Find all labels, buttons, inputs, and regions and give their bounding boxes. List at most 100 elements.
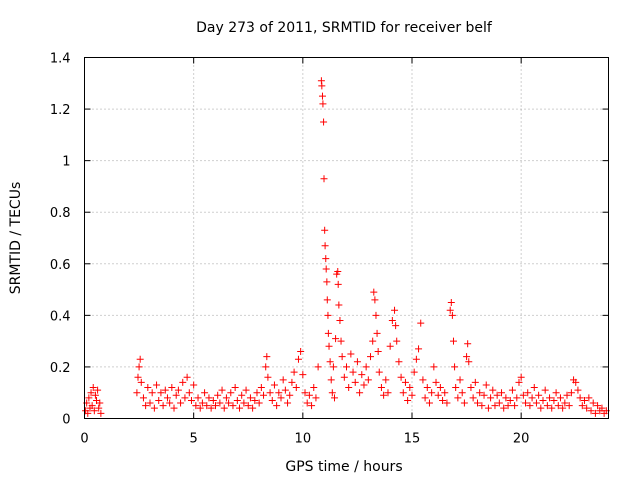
data-point <box>550 396 558 404</box>
data-point <box>552 389 560 397</box>
data-point <box>543 402 551 410</box>
data-point <box>153 381 161 389</box>
data-point <box>246 394 254 402</box>
data-point <box>362 363 370 371</box>
data-point <box>563 391 571 399</box>
data-point <box>460 399 468 407</box>
data-point <box>84 409 92 417</box>
data-point <box>583 404 591 412</box>
data-point <box>498 389 506 397</box>
y-tick-label: 1 <box>62 155 70 170</box>
grid <box>84 57 609 419</box>
data-point <box>266 389 274 397</box>
data-point <box>372 311 380 319</box>
data-point <box>539 396 547 404</box>
x-tick-labels: 0 5 10 15 20 <box>80 432 529 447</box>
data-point <box>439 396 447 404</box>
data-point <box>548 404 556 412</box>
data-point <box>425 399 433 407</box>
data-point <box>369 337 377 345</box>
data-point <box>334 268 342 276</box>
data-point <box>417 319 425 327</box>
x-tick-label: 20 <box>513 432 530 447</box>
data-point <box>196 404 204 412</box>
data-point <box>528 394 536 402</box>
data-point <box>412 355 420 363</box>
data-point <box>587 407 595 415</box>
data-point <box>253 389 261 397</box>
data-point <box>136 355 144 363</box>
data-point <box>421 394 429 402</box>
data-point <box>456 376 464 384</box>
data-point <box>392 322 400 330</box>
data-point <box>487 394 495 402</box>
data-point <box>85 394 93 402</box>
data-point <box>349 368 357 376</box>
data-point <box>273 402 281 410</box>
data-point <box>356 389 364 397</box>
data-point <box>312 394 320 402</box>
data-point <box>480 391 488 399</box>
ticks <box>84 57 609 419</box>
data-point <box>321 226 329 234</box>
data-point <box>137 378 145 386</box>
data-point <box>537 404 545 412</box>
data-point <box>201 389 209 397</box>
data-point <box>423 384 431 392</box>
data-point <box>561 399 569 407</box>
data-point <box>262 363 270 371</box>
data-point <box>430 363 438 371</box>
data-point <box>91 391 99 399</box>
data-point <box>218 386 226 394</box>
data-point <box>546 394 554 402</box>
data-point <box>393 337 401 345</box>
data-point <box>185 389 193 397</box>
data-point <box>88 402 96 410</box>
data-point <box>500 404 508 412</box>
data-point <box>260 391 268 399</box>
data-point <box>97 409 105 417</box>
data-point <box>318 82 326 90</box>
data-point <box>458 389 466 397</box>
data-point <box>406 384 414 392</box>
data-point <box>347 350 355 358</box>
data-point <box>240 399 248 407</box>
data-point <box>222 394 230 402</box>
data-point <box>506 396 514 404</box>
data-point <box>281 386 289 394</box>
data-point <box>484 404 492 412</box>
x-tick-label: 15 <box>404 432 421 447</box>
data-point <box>323 296 331 304</box>
data-point <box>386 342 394 350</box>
data-point <box>275 389 283 397</box>
data-point <box>324 329 332 337</box>
data-point <box>96 399 104 407</box>
data-point <box>382 376 390 384</box>
data-point <box>284 399 292 407</box>
data-point <box>340 373 348 381</box>
data-point <box>194 394 202 402</box>
data-point <box>436 384 444 392</box>
data-point <box>504 402 512 410</box>
y-tick-label: 0.2 <box>50 361 71 376</box>
data-point <box>345 384 353 392</box>
data-point <box>233 396 241 404</box>
data-point <box>177 399 185 407</box>
plot-frame <box>84 57 609 419</box>
data-point <box>482 381 490 389</box>
data-point <box>399 389 407 397</box>
data-point <box>491 402 499 410</box>
x-tick-label: 0 <box>80 432 88 447</box>
data-point <box>90 407 98 415</box>
data-point <box>374 347 382 355</box>
data-point <box>447 298 455 306</box>
data-point <box>415 345 423 353</box>
data-point <box>338 353 346 361</box>
data-point <box>515 378 523 386</box>
data-point <box>401 378 409 386</box>
data-point <box>279 376 287 384</box>
data-point <box>326 358 334 366</box>
data-point <box>567 389 575 397</box>
y-tick-label: 1.4 <box>50 52 71 67</box>
